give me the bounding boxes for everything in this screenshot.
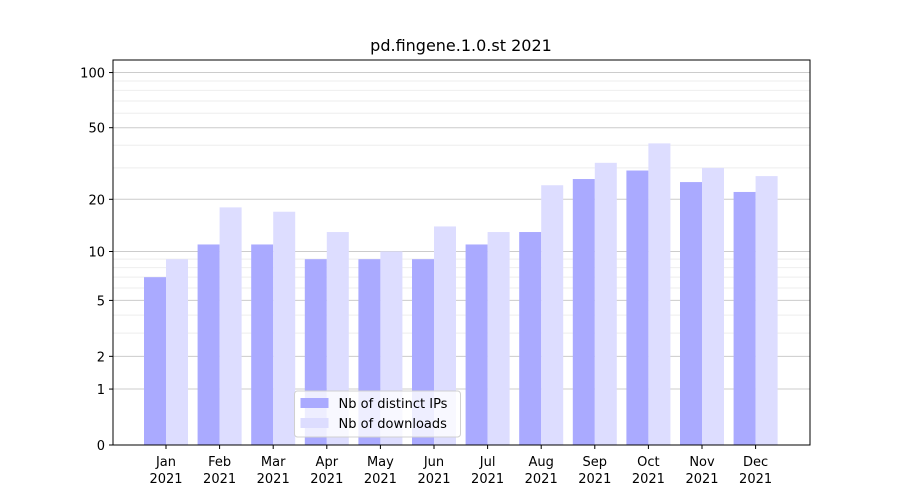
- x-tick-label: May 2021: [364, 455, 397, 487]
- bar: [273, 211, 296, 445]
- bar: [733, 191, 756, 445]
- y-tick-label: 1: [97, 383, 105, 398]
- bar: [434, 226, 456, 445]
- y-tick-label: 2: [97, 350, 105, 365]
- bar: [487, 232, 510, 445]
- chart-title: pd.fingene.1.0.st 2021: [370, 36, 552, 55]
- bar: [197, 244, 220, 445]
- bar: [519, 232, 542, 445]
- y-tick-label: 0: [97, 439, 105, 454]
- legend-label: Nb of downloads: [339, 417, 448, 432]
- x-tick-label: Oct 2021: [632, 455, 665, 487]
- x-tick-label: Feb 2021: [203, 455, 236, 487]
- y-tick-label: 10: [88, 245, 105, 260]
- bar: [626, 170, 649, 445]
- bar: [541, 185, 564, 445]
- x-tick-label: Dec 2021: [739, 455, 772, 487]
- legend-swatch: [300, 418, 329, 428]
- y-tick-label: 5: [97, 294, 105, 309]
- bar: [572, 179, 595, 446]
- bar: [648, 143, 671, 446]
- legend-swatch: [300, 398, 329, 408]
- x-tick-label: Nov 2021: [685, 455, 718, 487]
- x-tick-label: Apr 2021: [310, 455, 343, 487]
- y-tick-label: 100: [80, 67, 105, 82]
- bar: [166, 259, 188, 445]
- bar: [755, 176, 778, 445]
- x-tick-label: Jun 2021: [417, 455, 450, 487]
- x-tick-label: Aug 2021: [525, 455, 558, 487]
- x-tick-label: Sep 2021: [578, 455, 611, 487]
- x-tick-label: Jul 2021: [471, 455, 504, 487]
- bar: [251, 244, 274, 445]
- bar: [219, 207, 242, 445]
- bar: [680, 182, 702, 445]
- x-tick-label: Mar 2021: [257, 455, 290, 487]
- legend-box: [294, 390, 461, 438]
- plot-frame: [112, 59, 811, 446]
- bar: [465, 244, 488, 445]
- bar: [702, 167, 724, 445]
- legend-label: Nb of distinct IPs: [339, 397, 448, 412]
- x-tick-label: Jan 2021: [149, 455, 182, 487]
- bar: [144, 277, 166, 445]
- y-tick-label: 20: [88, 193, 105, 208]
- bar: [594, 162, 617, 445]
- y-tick-label: 50: [88, 122, 105, 137]
